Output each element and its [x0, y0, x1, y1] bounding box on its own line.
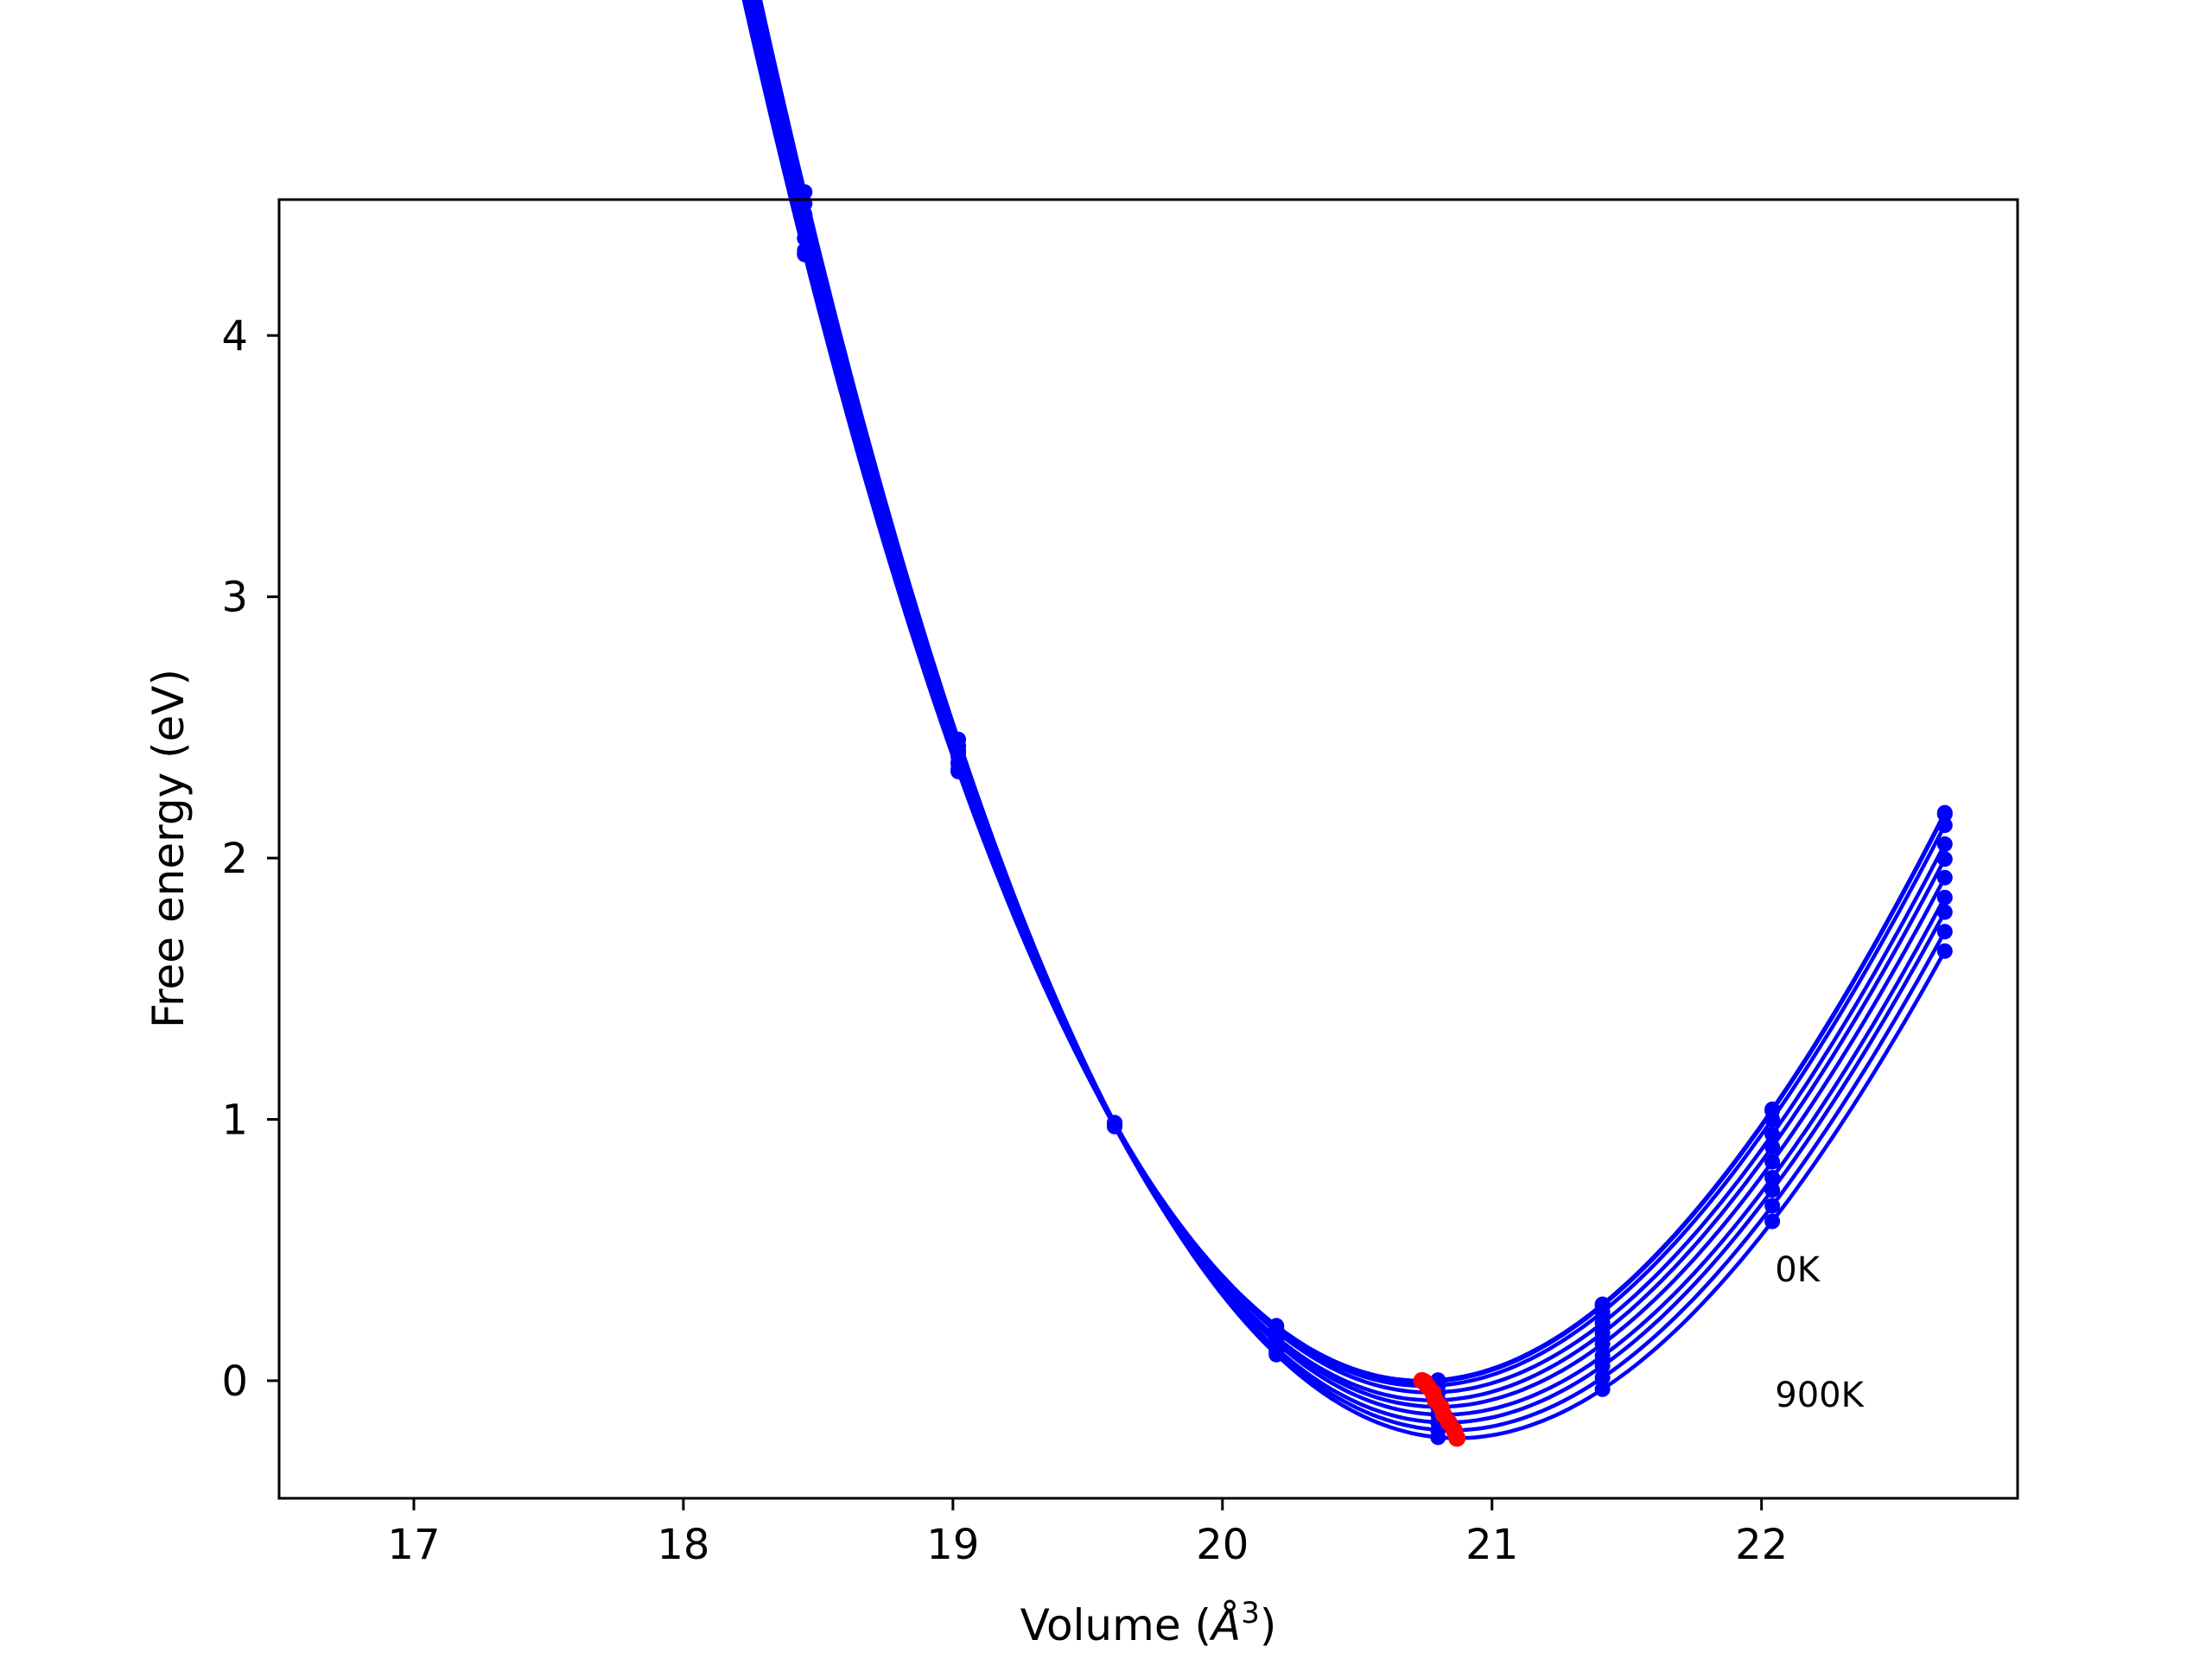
- data-point-600K: [1764, 1170, 1781, 1185]
- x-tick-label: 21: [1465, 1521, 1518, 1569]
- data-point-900K: [797, 184, 813, 200]
- y-tick-label: 1: [221, 1096, 248, 1144]
- series-line-700K: [752, 0, 1947, 1425]
- data-point-100K: [1936, 806, 1953, 823]
- series-line-0K: [742, 0, 1947, 1383]
- minimum-point: [1448, 1429, 1466, 1447]
- data-point-200K: [1594, 1304, 1611, 1320]
- plot-area: [741, 0, 1953, 1447]
- data-point-500K: [1764, 1154, 1781, 1170]
- axes-frame: [277, 198, 2019, 1500]
- y-tick-label: 4: [221, 312, 248, 360]
- data-point-400K: [1764, 1139, 1781, 1155]
- data-point-200K: [797, 242, 813, 258]
- data-point-900K: [1430, 1429, 1446, 1446]
- data-point-800K: [1594, 1370, 1611, 1386]
- x-tick-label: 19: [926, 1521, 979, 1569]
- series-line-200K: [742, 0, 1947, 1389]
- x-tick-label: 17: [387, 1521, 440, 1569]
- data-point-700K: [1936, 904, 1953, 920]
- data-point-900K: [1764, 1213, 1781, 1230]
- x-tick-label: 20: [1196, 1521, 1249, 1569]
- data-point-900K: [1268, 1346, 1285, 1363]
- data-point-300K: [1764, 1126, 1781, 1142]
- data-point-900K: [950, 731, 967, 747]
- y-tick-label: 0: [221, 1357, 248, 1406]
- data-point-800K: [1936, 924, 1953, 940]
- annotations: 0K 900K: [1775, 1250, 1865, 1415]
- data-point-200K: [1764, 1111, 1781, 1128]
- data-point-500K: [1936, 869, 1953, 886]
- data-point-600K: [1936, 889, 1953, 906]
- data-point-900K: [1107, 1115, 1122, 1131]
- data-point-500K: [1594, 1336, 1611, 1352]
- annotation-0K: 0K: [1775, 1250, 1821, 1290]
- data-point-300K: [1936, 836, 1953, 852]
- data-point-400K: [1936, 851, 1953, 868]
- data-point-700K: [1594, 1357, 1611, 1374]
- data-point-200K: [1936, 817, 1953, 834]
- y-axis-label: Free energy (eV): [143, 669, 194, 1028]
- data-point-700K: [1764, 1182, 1781, 1198]
- data-point-400K: [1594, 1325, 1611, 1341]
- y-tick-label: 2: [221, 835, 248, 883]
- data-point-500K: [797, 218, 813, 234]
- data-point-700K: [797, 207, 813, 223]
- x-tick-label: 18: [657, 1521, 709, 1569]
- series-line-300K: [746, 0, 1947, 1395]
- annotation-900K: 900K: [1775, 1376, 1865, 1415]
- series-line-900K: [758, 0, 1947, 1440]
- series-line-800K: [755, 0, 1947, 1433]
- data-point-800K: [1764, 1198, 1781, 1214]
- x-tick-label: 22: [1735, 1521, 1788, 1569]
- series-line-100K: [741, 0, 1947, 1384]
- data-point-900K: [1936, 943, 1953, 959]
- data-point-900K: [1594, 1381, 1611, 1397]
- axis-ticks: 17 18 19 20 21 22 0 1 2 3 4: [221, 312, 1788, 1569]
- data-point-400K: [797, 230, 813, 246]
- x-axis-label: Volume (Å3): [1020, 1596, 1277, 1650]
- y-tick-label: 3: [221, 574, 248, 622]
